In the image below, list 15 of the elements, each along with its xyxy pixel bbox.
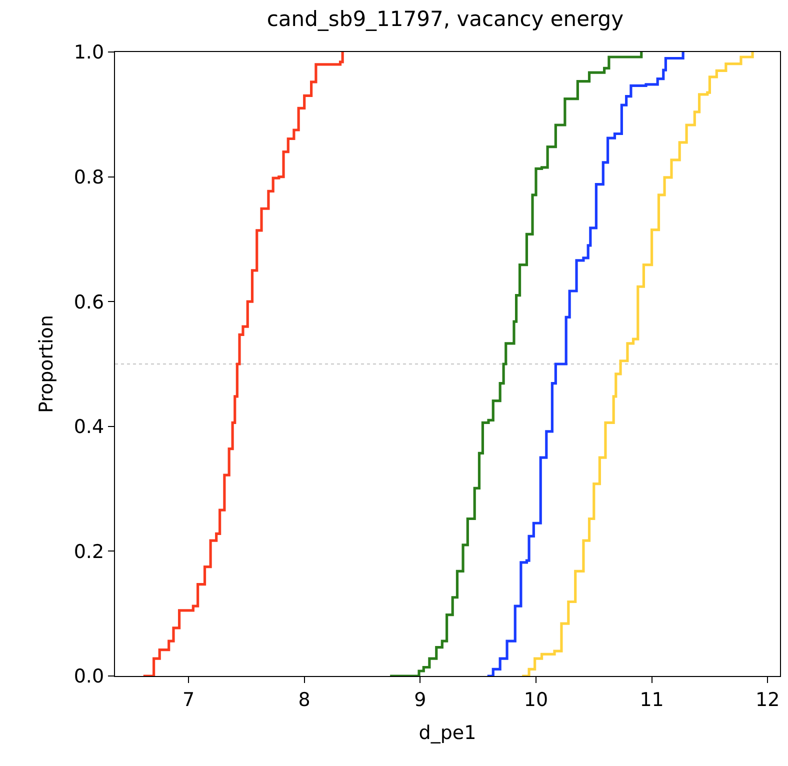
x-tick-label: 11 [640,688,664,711]
y-tick-label: 0.2 [74,540,104,563]
x-tick-label: 8 [298,688,310,711]
x-tick-label: 10 [524,688,548,711]
y-tick-label: 0.4 [74,416,104,438]
x-tick-label: 9 [414,688,426,711]
y-tick-label: 0.6 [74,291,104,314]
x-axis-title: d_pe1 [418,722,476,744]
x-tick-label: 7 [182,688,195,711]
y-axis-title: Proportion [36,314,58,414]
x-tick-label: 12 [756,688,780,711]
y-tick-label: 1.0 [74,42,104,64]
chart-title: cand_sb9_11797, vacancy energy [266,7,624,32]
y-tick-label: 0.0 [74,666,104,688]
y-tick-label: 0.8 [74,166,104,188]
